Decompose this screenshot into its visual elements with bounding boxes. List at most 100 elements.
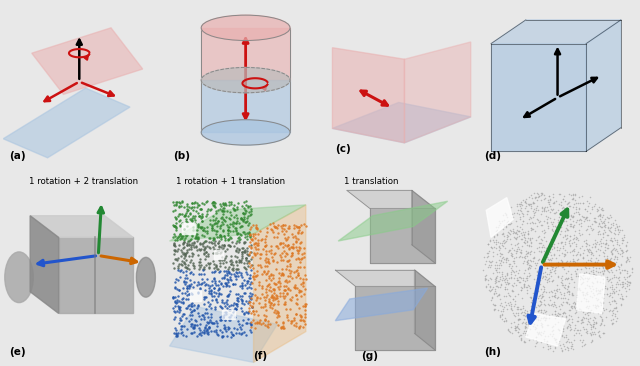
Point [612,249,622,254]
Point [527,298,537,303]
Point [551,209,561,214]
Point [522,314,532,320]
Point [563,288,573,294]
Point [250,240,260,246]
Point [503,233,513,239]
Point [536,250,546,255]
Point [511,203,522,209]
Point [604,227,614,233]
Point [525,235,535,241]
Point [577,290,588,295]
Point [204,240,214,246]
Point [242,236,252,242]
Point [503,300,513,306]
Point [591,320,601,326]
Point [291,244,301,250]
Point [212,323,222,329]
Point [244,298,254,304]
Point [588,323,598,329]
Point [548,206,559,212]
Point [180,273,191,279]
Point [238,219,248,224]
Point [574,211,584,217]
Point [179,227,189,232]
Point [214,278,224,284]
Point [610,299,620,305]
Point [220,235,230,241]
Point [534,256,544,262]
Point [581,329,591,335]
Point [568,303,579,309]
Point [173,268,184,273]
Point [559,309,569,315]
Point [226,277,236,283]
Point [607,299,617,305]
Point [268,275,278,281]
Point [597,318,607,324]
Point [581,315,591,321]
Point [517,232,527,238]
Point [214,291,224,296]
Point [519,310,529,315]
Point [244,232,255,238]
Point [169,309,179,314]
Point [564,260,575,266]
Point [239,199,249,205]
Point [539,249,549,254]
Point [256,251,266,257]
Point [220,280,230,285]
Point [285,264,295,269]
Point [225,276,236,282]
Point [594,265,604,270]
Point [605,237,615,243]
Point [287,276,297,281]
Point [212,283,223,288]
Point [271,234,282,240]
Point [591,320,601,325]
Point [200,324,210,330]
Point [496,251,506,257]
Point [500,286,510,292]
Point [538,293,548,299]
Point [491,274,501,280]
Point [612,308,622,314]
Point [218,208,228,214]
Point [503,221,513,227]
Point [523,283,533,288]
Point [217,333,227,339]
Point [211,200,221,206]
Point [221,202,231,208]
Point [554,247,564,253]
Point [269,307,280,313]
Point [169,265,179,270]
Point [506,306,516,312]
Point [279,232,289,238]
Point [520,321,531,327]
Point [205,217,215,223]
Point [294,317,305,323]
Point [586,258,596,264]
Point [250,320,260,326]
Point [216,280,226,286]
Point [207,235,218,241]
Point [239,240,250,246]
Point [269,286,279,292]
Point [289,284,300,290]
Point [178,311,188,317]
Point [180,212,191,218]
Point [526,299,536,305]
Point [561,334,571,340]
Point [193,289,204,295]
Point [268,295,278,300]
Point [552,326,563,332]
Point [225,234,236,239]
Point [498,231,508,237]
Point [177,212,187,217]
Point [499,315,509,321]
Point [240,231,250,237]
Point [492,269,502,275]
Point [187,300,197,306]
Point [195,264,205,269]
Point [243,203,253,209]
Point [575,251,586,257]
